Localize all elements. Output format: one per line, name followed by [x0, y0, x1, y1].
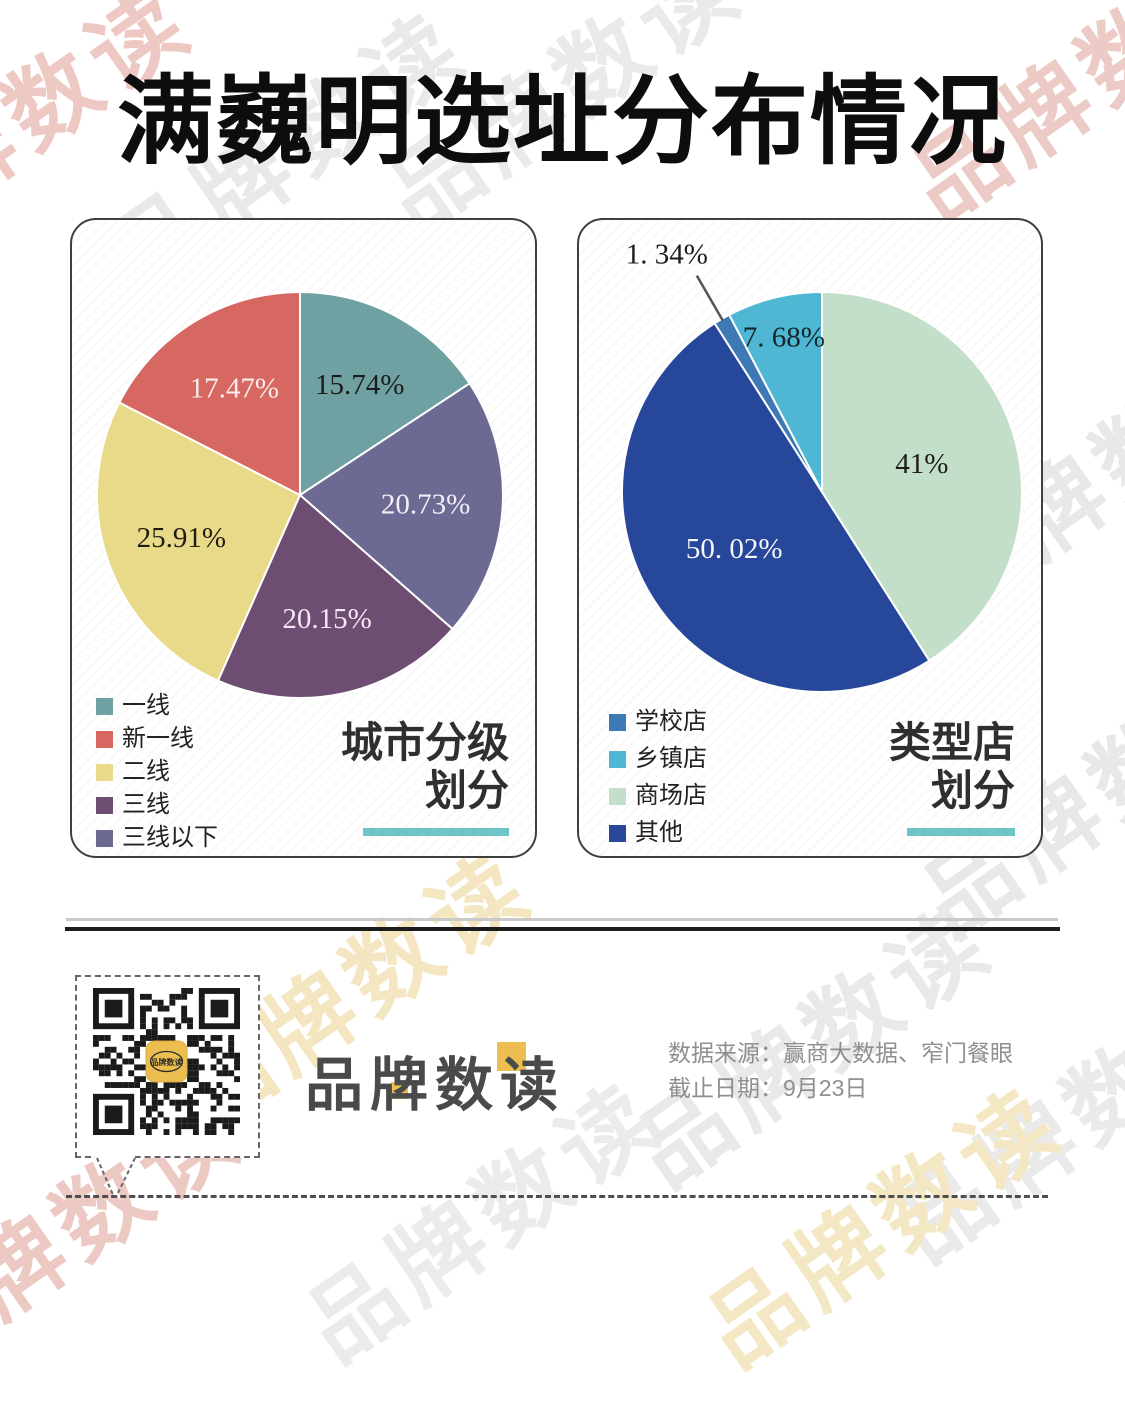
svg-text:15.74%: 15.74% [315, 369, 404, 401]
page-title: 满巍明选址分布情况 [117, 67, 1008, 176]
legend-label: 三线 [122, 792, 170, 818]
chart-title-line1: 城市分级 [340, 721, 509, 767]
legend-swatch [609, 824, 626, 842]
watermark-text: 品牌数读 [878, 963, 1125, 1281]
legend-swatch [96, 730, 113, 748]
cutoff-date-line: 截止日期：9月23日 [668, 1075, 868, 1101]
legend-label: 二线 [122, 759, 170, 785]
legend-swatch [96, 796, 113, 814]
bottom-dashed-line [66, 1195, 1048, 1198]
logo-gold-accent-square [391, 1082, 408, 1099]
legend-item: 新一线 [96, 727, 218, 751]
legend-item: 二线 [96, 760, 218, 784]
svg-text:20.73%: 20.73% [381, 489, 470, 521]
legend-swatch [609, 750, 626, 768]
legend-swatch [609, 713, 626, 731]
legend-swatch [609, 787, 626, 805]
store-type-pie-chart: 41% 50. 02% 1. 34% 7. 68% [621, 239, 1023, 693]
legend-label: 商场店 [635, 783, 707, 809]
divider-line-dark [65, 927, 1060, 931]
svg-text:20.15%: 20.15% [282, 603, 371, 635]
legend-swatch [96, 697, 113, 715]
title-underline [907, 828, 1015, 836]
data-source-block: 数据来源：赢商大数据、窄门餐眼 截止日期：9月23日 [668, 1036, 1013, 1106]
legend-swatch [96, 763, 113, 781]
store-type-chart-title: 类型店 划分 [889, 720, 1015, 836]
chart-title-line2: 划分 [424, 769, 509, 815]
qr-bubble-tail [95, 1154, 136, 1198]
store-type-legend: 学校店 乡镇店 商场店 其他 [609, 710, 707, 858]
title-underline [363, 828, 509, 836]
svg-text:50. 02%: 50. 02% [686, 533, 783, 565]
city-tier-chart-title: 城市分级 划分 [341, 720, 509, 836]
brand-logo-text: 品牌数读 [305, 1053, 566, 1118]
legend-item: 其他 [609, 821, 707, 845]
svg-text:1. 34%: 1. 34% [626, 239, 708, 271]
city-tier-legend: 一线 新一线 二线 三线 三线以下 [96, 694, 218, 859]
svg-text:17.47%: 17.47% [190, 373, 279, 405]
legend-item: 学校店 [609, 710, 707, 734]
legend-label: 一线 [122, 693, 170, 719]
legend-label: 新一线 [122, 726, 194, 752]
logo-gold-accent-square [497, 1042, 526, 1071]
legend-label: 其他 [635, 820, 683, 846]
svg-text:7. 68%: 7. 68% [743, 322, 825, 354]
legend-item: 乡镇店 [609, 747, 707, 771]
qr-code: 品牌数读 [93, 988, 240, 1135]
city-tier-pie-chart: 15.74% 20.73% 20.15% 25.91% 17.47% [96, 291, 504, 699]
legend-swatch [96, 829, 113, 847]
legend-label: 乡镇店 [635, 746, 707, 772]
legend-item: 三线 [96, 793, 218, 817]
legend-item: 商场店 [609, 784, 707, 808]
legend-item: 一线 [96, 694, 218, 718]
data-source-line: 数据来源：赢商大数据、窄门餐眼 [668, 1040, 1013, 1066]
svg-text:41%: 41% [895, 448, 948, 480]
store-type-panel: 41% 50. 02% 1. 34% 7. 68% 学校店 乡镇店 商场店 其他 类型… [577, 218, 1043, 858]
svg-text:25.91%: 25.91% [137, 522, 226, 554]
city-tier-panel: 15.74% 20.73% 20.15% 25.91% 17.47% 一线 新一线 二线… [70, 218, 537, 858]
legend-item: 三线以下 [96, 826, 218, 850]
chart-title-line1: 类型店 [888, 721, 1015, 767]
chart-title-line2: 划分 [930, 769, 1015, 815]
legend-label: 学校店 [635, 709, 707, 735]
legend-label: 三线以下 [122, 825, 218, 851]
svg-text:品牌数读: 品牌数读 [151, 1057, 183, 1067]
divider-line-light [66, 918, 1058, 921]
